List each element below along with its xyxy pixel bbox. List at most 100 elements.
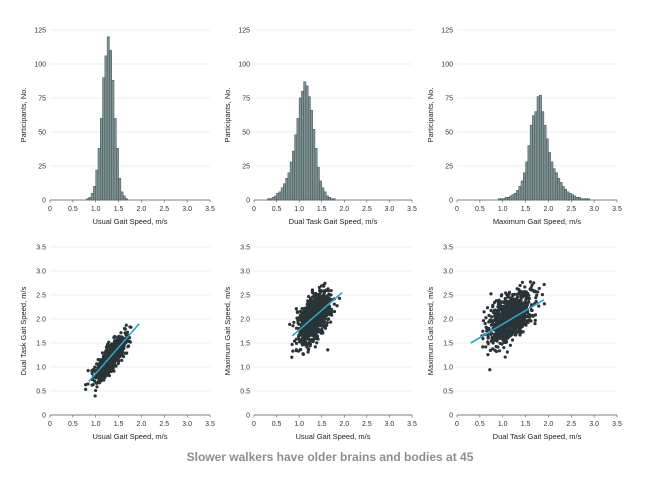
scatter-point [534,290,538,294]
scatter-point [324,295,328,299]
histogram-bar [587,198,590,201]
histogram-bar [292,150,295,201]
y-tick-label: 3.0 [36,269,46,276]
scatter-point [500,312,504,316]
scatter-point [290,355,294,359]
y-axis-label: Maximum Gait Speed, m/s [223,287,232,376]
x-tick-label: 1.0 [294,206,304,213]
scatter-point [316,321,320,325]
x-tick-label: 0.5 [272,206,282,213]
histogram-bar [561,186,565,201]
scatter-point [493,348,497,352]
scatter-point [322,302,326,306]
scatter-point [522,314,527,318]
histogram-bar [516,190,519,201]
scatter-point [487,320,491,324]
scatter-point [90,383,94,387]
scatter-point [315,327,319,331]
y-tick-label: 2.5 [443,293,453,300]
scatter-point [511,331,516,335]
histogram-bar [328,197,331,201]
scatter-point [497,336,501,340]
histogram-bar [90,192,94,201]
scatter-point [507,326,511,330]
scatter-point [291,324,295,328]
scatter-point [486,342,490,346]
scatter-point [329,288,333,293]
y-tick-label: 2.0 [443,317,453,324]
scatter-point [523,293,527,298]
scatter-point [290,342,294,347]
histogram-bar [316,167,320,201]
scatter-point [521,290,525,294]
scatter-point [504,340,508,344]
scatter-point [325,297,329,301]
histogram-bar [278,191,282,201]
histogram-bar [507,197,510,201]
x-tick-label: 3.5 [407,421,417,428]
scatter-point [294,349,299,353]
histogram-bar [568,192,572,201]
scatter-point [517,303,522,308]
scatter-point [528,287,532,291]
scatter-point [93,394,97,398]
x-tick-label: 0 [455,421,459,428]
scatter-point [510,338,515,342]
scatter-point [298,313,302,317]
x-tick-label: 1.5 [521,421,531,428]
scatter-point [301,307,306,311]
scatter-point [95,362,99,366]
scatter-point [481,329,485,333]
scatter-point [329,310,334,315]
y-tick-label: 125 [238,28,250,35]
x-tick-label: 0 [455,206,459,213]
scatter-point [517,315,522,320]
scatter-point [124,323,128,327]
scatter-point [104,369,108,374]
scatter-point [100,358,104,362]
scatter-point [84,387,88,391]
scatter-point [92,379,97,383]
x-axis-label: Usual Gait Speed, m/s [92,432,167,441]
scatter-point [116,336,120,340]
scatter-point [510,304,515,308]
scatter-point [486,353,490,357]
scatter-point [498,317,503,321]
scatter-point [83,383,88,387]
scatter-point [325,323,329,327]
scatter-point [481,319,486,323]
histogram-bar [106,36,110,201]
scatter-point [518,333,522,337]
x-tick-label: 3.5 [612,206,622,213]
scatter-point [503,355,507,359]
histogram-bar [552,168,556,201]
scatter-point [104,345,109,349]
x-tick-label: 3.5 [612,421,622,428]
scatter-point [317,293,321,297]
scatter-point [484,345,488,349]
x-tick-label: 0 [252,421,256,428]
scatter-point [296,318,300,322]
histogram-bar [580,198,583,201]
histogram-bar [104,55,108,201]
x-tick-label: 1.5 [114,421,124,428]
regression-line [88,323,140,382]
scatter-point [317,285,321,290]
scatter-point [506,295,510,299]
scatter-point [501,332,506,337]
scatter-point [121,353,125,357]
scatter-point [309,306,313,311]
histogram-bar [543,124,547,201]
scatter-point [526,318,530,323]
x-tick-label: 3.0 [182,206,192,213]
histogram-bar [305,85,309,201]
scatter-point [319,323,324,327]
scatter-point [502,339,506,343]
x-tick-label: 2.5 [362,206,372,213]
x-axis-label: Usual Gait Speed, m/s [92,217,167,226]
histogram-bar [511,194,515,201]
x-tick-label: 2.0 [339,206,349,213]
scatter-point [526,291,530,296]
scatter-point [106,371,111,375]
histogram-bar [529,124,533,201]
